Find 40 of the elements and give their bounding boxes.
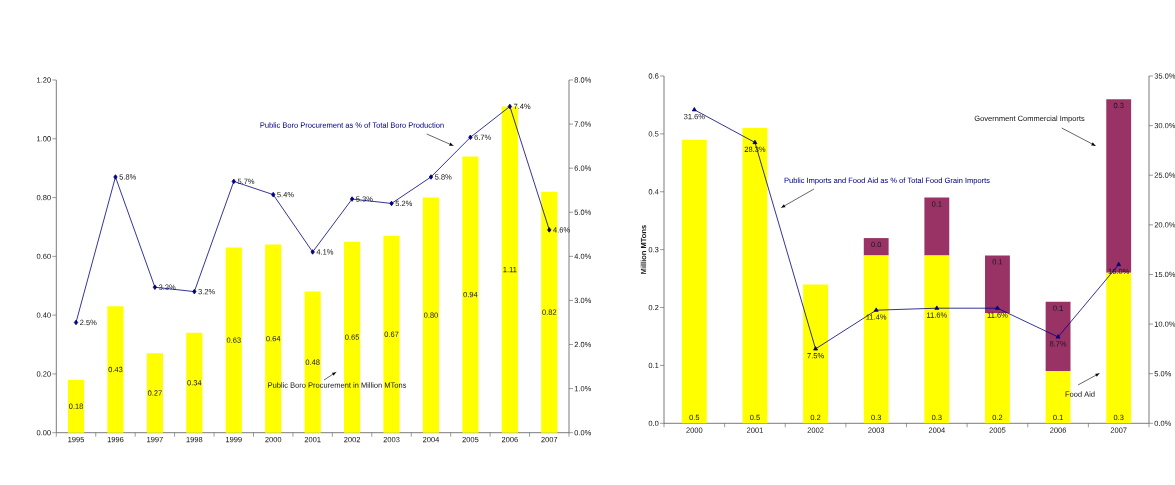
point [310,249,315,255]
point [231,178,236,185]
point [547,227,552,233]
bar [985,313,1010,424]
point [934,305,940,310]
point [1116,261,1122,267]
point [389,200,394,207]
point [113,174,118,180]
bar [1106,272,1132,424]
bar [863,255,889,424]
point [468,134,473,141]
point [752,139,758,145]
bar [422,197,440,433]
bar [146,353,163,433]
point [152,284,158,290]
point [349,196,355,202]
bar [924,255,950,424]
bar [1106,99,1132,273]
bar [67,379,85,433]
point [428,174,434,180]
point [73,319,79,326]
bar [863,238,889,256]
bar [742,128,768,424]
point [192,288,197,295]
point [507,103,512,110]
bar [924,197,950,256]
point [271,191,276,198]
point [813,346,818,351]
bar [462,156,479,433]
bar [681,139,707,424]
point [873,307,879,312]
bar [985,255,1010,314]
bar [1045,301,1071,372]
bar [186,332,203,433]
point [1055,334,1061,339]
bar [225,247,242,433]
point [995,305,1000,310]
bar [803,284,828,424]
bar [107,306,124,433]
point [691,107,697,112]
